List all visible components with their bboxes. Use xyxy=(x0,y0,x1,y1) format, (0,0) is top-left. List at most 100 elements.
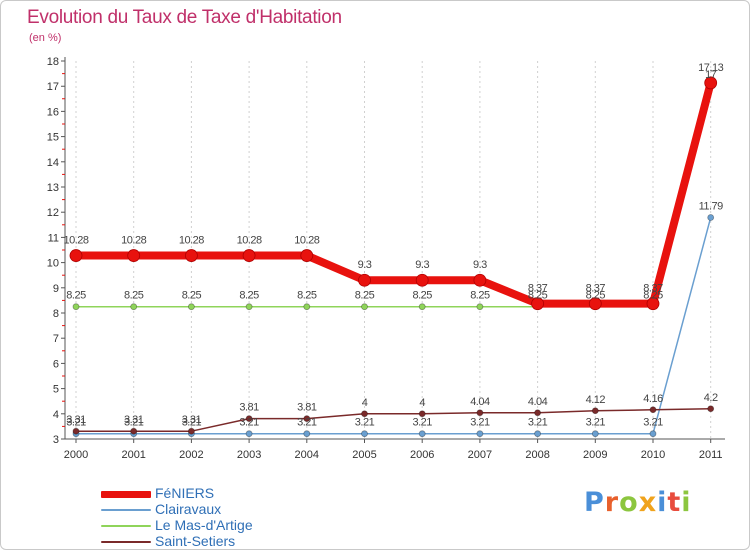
series-line-3 xyxy=(75,408,712,432)
data-label: 3.21 xyxy=(586,417,606,429)
data-label: 4.2 xyxy=(704,392,718,404)
data-point xyxy=(646,297,660,311)
data-point xyxy=(242,249,256,262)
data-point xyxy=(476,430,484,438)
proxiti-logo: Proxiti xyxy=(584,487,692,518)
data-label: 8.37 xyxy=(643,283,663,295)
data-label: 8.25 xyxy=(297,290,317,302)
data-label: 11.79 xyxy=(699,200,724,212)
y-tick-label: 14 xyxy=(47,157,59,169)
series-line-0 xyxy=(72,78,715,308)
legend-label: Saint-Setiers xyxy=(155,533,236,549)
data-point xyxy=(534,430,541,438)
data-point xyxy=(245,303,253,311)
x-tick-label: 2007 xyxy=(468,449,492,461)
data-label: 8.25 xyxy=(66,290,86,302)
data-point xyxy=(476,303,484,311)
data-point xyxy=(130,427,138,435)
data-label: 3.31 xyxy=(182,414,202,426)
data-label: 9.3 xyxy=(473,259,487,271)
data-point xyxy=(187,427,195,435)
data-point xyxy=(361,430,368,438)
data-label: 8.37 xyxy=(586,283,606,295)
x-tick-label: 2008 xyxy=(525,449,549,461)
data-point xyxy=(245,415,253,422)
data-point xyxy=(418,410,426,418)
data-point xyxy=(531,297,544,311)
data-label: 9.3 xyxy=(358,259,372,271)
data-point xyxy=(303,415,311,422)
data-point xyxy=(591,430,599,438)
logo-letter: x xyxy=(638,487,658,518)
x-tick-label: 2000 xyxy=(64,449,88,461)
data-point xyxy=(588,297,602,311)
data-label: 10.28 xyxy=(63,235,88,247)
y-tick-label: 4 xyxy=(53,409,59,421)
data-label: 3.21 xyxy=(297,417,317,429)
data-label: 8.25 xyxy=(239,290,259,302)
legend-swatch xyxy=(101,541,151,543)
data-point xyxy=(415,273,429,287)
data-point xyxy=(649,406,657,414)
y-tick-label: 13 xyxy=(47,182,59,194)
y-tick-label: 16 xyxy=(47,106,59,118)
data-label: 10.28 xyxy=(179,235,204,247)
x-tick-label: 2011 xyxy=(699,449,723,461)
data-point xyxy=(130,303,138,311)
data-point xyxy=(303,430,311,438)
logo-letter: i xyxy=(657,487,668,518)
x-tick-label: 2010 xyxy=(641,449,665,461)
data-point xyxy=(707,214,715,221)
data-label: 8.25 xyxy=(182,290,202,302)
data-label: 17 xyxy=(705,69,717,81)
data-point xyxy=(361,303,368,311)
logo-letter: o xyxy=(619,487,639,518)
data-point xyxy=(72,303,80,311)
legend-label: Le Mas-d'Artige xyxy=(155,517,253,533)
legend-swatch xyxy=(101,525,151,527)
unit-label: (en %) xyxy=(29,32,62,44)
y-tick-label: 5 xyxy=(53,384,59,396)
legend-swatch xyxy=(101,491,151,498)
data-point xyxy=(300,249,314,262)
y-tick-label: 9 xyxy=(53,283,59,295)
data-label: 3.21 xyxy=(182,417,202,429)
data-label: 3.81 xyxy=(239,402,259,414)
data-label: 4.04 xyxy=(528,396,548,408)
y-tick-label: 6 xyxy=(53,358,59,370)
data-label: 4.16 xyxy=(643,393,663,405)
data-point xyxy=(127,249,141,262)
data-label: 4.04 xyxy=(470,396,490,408)
data-point xyxy=(72,427,80,435)
data-label: 3.21 xyxy=(239,417,259,429)
data-label: 17.13 xyxy=(698,62,723,74)
data-label: 3.81 xyxy=(297,402,317,414)
data-label: 3.31 xyxy=(66,414,86,426)
data-label: 8.25 xyxy=(124,290,144,302)
x-tick-label: 2009 xyxy=(583,449,607,461)
logo-letter: i xyxy=(681,487,692,518)
data-point xyxy=(184,249,198,262)
series-line-1 xyxy=(75,216,712,435)
y-tick-label: 12 xyxy=(47,207,59,219)
data-label: 8.25 xyxy=(586,290,606,302)
data-point xyxy=(187,303,195,311)
logo-letter: r xyxy=(604,487,620,518)
data-label: 3.21 xyxy=(66,417,86,429)
data-label: 10.28 xyxy=(237,235,262,247)
data-point xyxy=(361,410,368,418)
data-label: 4 xyxy=(362,397,368,409)
y-tick-label: 7 xyxy=(53,333,59,345)
y-tick-label: 10 xyxy=(47,258,59,270)
data-point xyxy=(303,303,311,311)
data-label: 3.31 xyxy=(124,414,144,426)
y-tick-label: 18 xyxy=(47,56,59,68)
logo-letter: t xyxy=(667,487,682,518)
legend-label: FéNIERS xyxy=(155,485,215,501)
x-tick-label: 2005 xyxy=(352,449,376,461)
data-label: 3.21 xyxy=(528,417,548,429)
data-label: 3.21 xyxy=(412,417,432,429)
data-label: 9.3 xyxy=(415,259,429,271)
